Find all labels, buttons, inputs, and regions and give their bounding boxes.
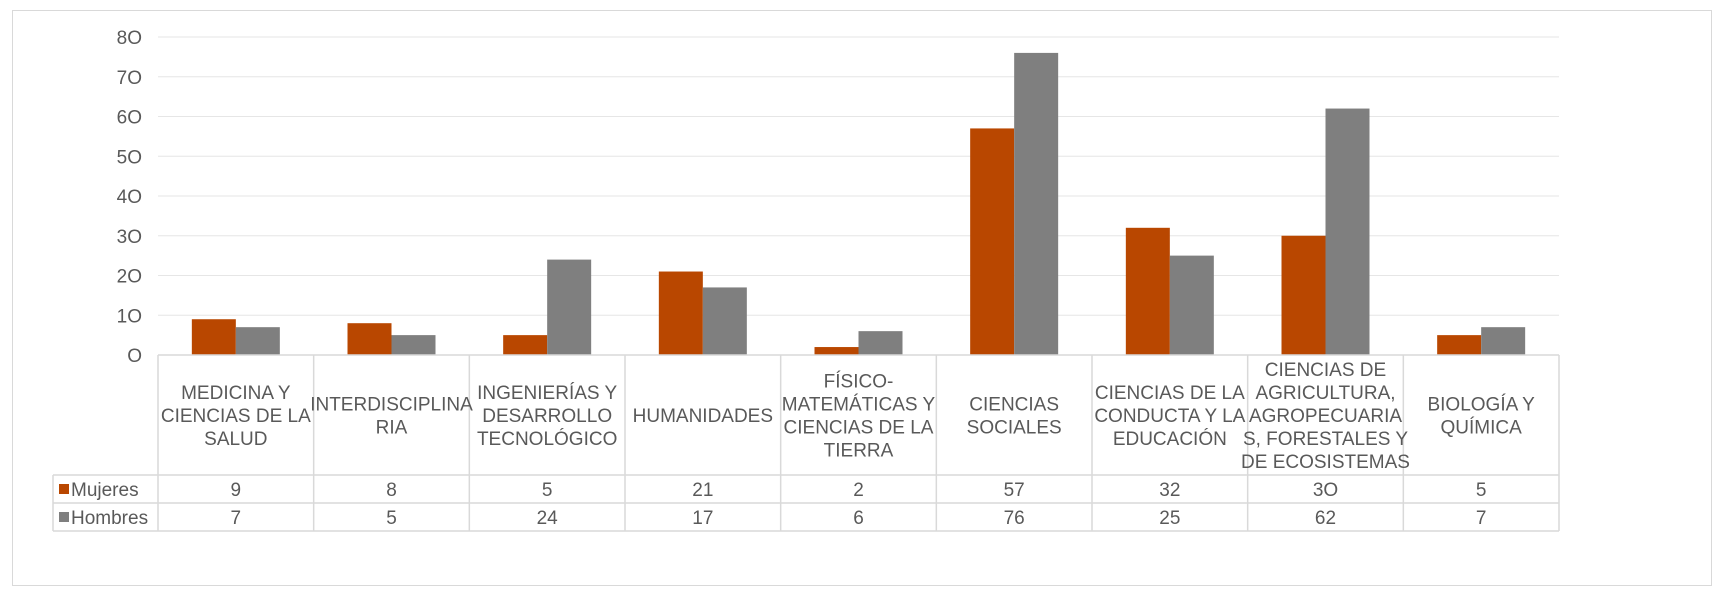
bar-hombres — [235, 327, 280, 355]
table-cell-value: 57 — [1004, 480, 1025, 501]
gridlines — [158, 36, 1559, 316]
bar-hombres — [1325, 108, 1370, 355]
y-tick-label: O — [127, 346, 142, 367]
y-tick-label: 8O — [117, 28, 142, 49]
table-cell-value: 3O — [1313, 480, 1338, 501]
bar-mujeres — [347, 323, 392, 355]
table-cell-value: 5 — [542, 480, 553, 501]
bars — [191, 52, 1526, 356]
y-tick-label: 3O — [117, 227, 142, 248]
table-cell-value: 6 — [853, 508, 864, 529]
table-cell-value: 21 — [692, 480, 713, 501]
bar-hombres — [1481, 327, 1526, 355]
bar-mujeres — [1125, 227, 1170, 355]
bar-mujeres — [1437, 335, 1482, 355]
x-category-label: INGENIERÍAS Y DESARROLLO TECNOLÓGICO — [477, 383, 618, 450]
y-tick-label: 7O — [117, 68, 142, 89]
bar-mujeres — [191, 319, 236, 355]
bar-hombres — [702, 287, 747, 355]
table-cell-value: 24 — [537, 508, 559, 529]
table-cell-value: 5 — [386, 508, 397, 529]
legend-key-hombres — [59, 512, 69, 522]
y-tick-label: 6O — [117, 108, 142, 129]
table-cell-value: 2 — [853, 480, 864, 501]
table-cell-value: 9 — [231, 480, 242, 501]
table-cell-value: 17 — [692, 508, 713, 529]
chart-frame: O 1O 2O 3O 4O 5O 6O 7O 8O MEDICINA Y CIENCIAS DE … — [12, 10, 1712, 586]
bar-chart: O 1O 2O 3O 4O 5O 6O 7O 8O MEDICINA Y CIENCIAS DE … — [52, 28, 1560, 532]
x-category-label: HUMANIDADES — [633, 406, 773, 427]
y-axis-tick-labels: O 1O 2O 3O 4O 5O 6O 7O 8O — [117, 28, 142, 367]
bar-mujeres — [503, 335, 548, 355]
legend-label-hombres: Hombres — [71, 508, 148, 529]
bar-hombres — [391, 335, 436, 355]
table-cell-value: 62 — [1315, 508, 1336, 529]
x-category-label: CIENCIAS DE AGRICULTURA, AGROPECUARIA S, FO… — [1241, 360, 1410, 473]
bar-hombres — [858, 331, 903, 355]
table-cell-value: 32 — [1159, 480, 1180, 501]
bar-mujeres — [658, 271, 703, 355]
y-tick-label: 4O — [117, 187, 142, 208]
table-cell-value: 7 — [1476, 508, 1487, 529]
bar-mujeres — [814, 347, 859, 355]
table-cell-value: 76 — [1004, 508, 1025, 529]
x-category-label: CIENCIAS SOCIALES — [967, 395, 1062, 439]
x-category-label: CIENCIAS DE LA CONDUCTA Y LA EDUCACIÓN — [1094, 383, 1245, 450]
table-cell-value: 5 — [1476, 480, 1487, 501]
y-tick-label: 1O — [117, 306, 142, 327]
bar-hombres — [547, 259, 592, 355]
table-cell-value: 7 — [231, 508, 242, 529]
x-category-label: BIOLOGÍA Y QUÍMICA — [1427, 395, 1535, 439]
table-cell-value: 8 — [386, 480, 397, 501]
bar-mujeres — [970, 128, 1015, 355]
data-table: MEDICINA Y CIENCIAS DE LA SALUDINTERDISCIP… — [52, 354, 1560, 532]
table-cell-value: 25 — [1159, 508, 1180, 529]
bar-hombres — [1169, 255, 1214, 355]
bar-mujeres — [1281, 235, 1326, 355]
bar-hombres — [1014, 52, 1059, 356]
x-category-label: FÍSICO-MATEMÁTICAS Y CIENCIAS DE LA TIERRA — [782, 372, 936, 462]
y-tick-label: 2O — [117, 267, 142, 288]
legend-label-mujeres: Mujeres — [71, 480, 139, 501]
x-category-label: MEDICINA Y CIENCIAS DE LA SALUD — [161, 383, 311, 450]
x-category-label: INTERDISCIPLINA RIA — [310, 395, 473, 439]
legend-key-mujeres — [59, 484, 69, 494]
y-tick-label: 5O — [117, 147, 142, 168]
